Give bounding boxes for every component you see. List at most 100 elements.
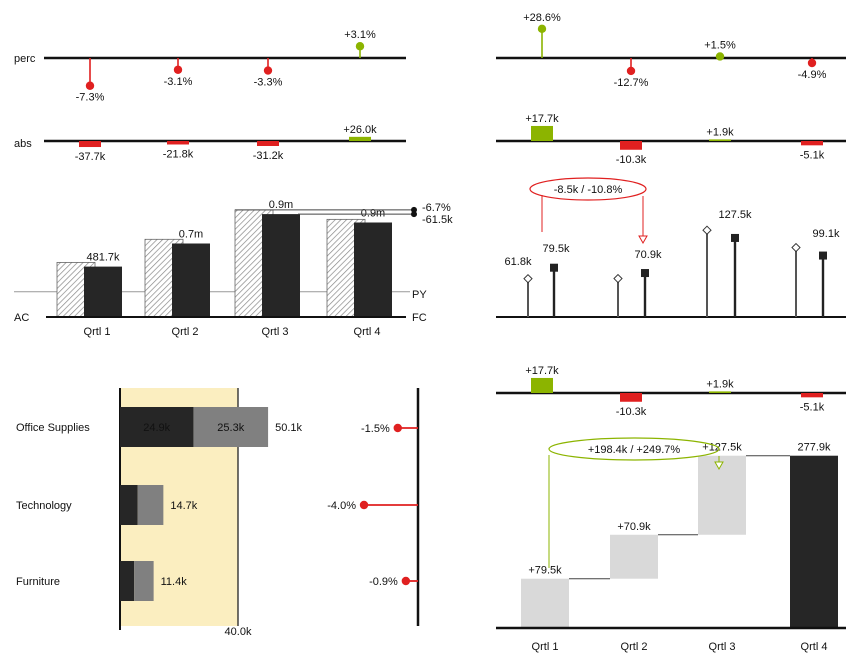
py-needle-head — [523, 273, 533, 284]
perc-pin-head — [263, 66, 273, 75]
category-total-label: 50.1k — [275, 422, 302, 434]
category-bar-part1 — [120, 485, 138, 525]
ac-bar-label: 481.7k — [86, 252, 120, 264]
abs-right-bar-label: +17.7k — [525, 113, 559, 125]
perc-right-pin-label: +1.5% — [704, 39, 736, 51]
abs-bar — [349, 136, 371, 141]
perc-row-label: perc — [14, 53, 36, 65]
abs-bar-label: +26.0k — [343, 124, 377, 136]
x-tick-label: Qrtl 2 — [172, 326, 199, 338]
category-label: Technology — [16, 500, 72, 512]
waterfall-tick-label: Qrtl 2 — [621, 641, 648, 653]
abs-bar — [257, 141, 279, 146]
waterfall-tick-label: Qrtl 4 — [801, 641, 828, 653]
category-variance-head — [359, 500, 369, 510]
category-variance-label: -1.5% — [361, 423, 390, 435]
ac-bar-label: 0.9m — [269, 199, 293, 211]
ac-needle-head — [819, 251, 827, 260]
abs-right-bar-label: -5.1k — [800, 401, 825, 413]
abs-right-bar-label: +1.9k — [706, 378, 734, 390]
waterfall-label: +70.9k — [617, 521, 651, 533]
waterfall-tick-label: Qrtl 1 — [532, 641, 559, 653]
abs-right-bar-label: +1.9k — [706, 126, 734, 138]
perc-pin-label: -3.1% — [164, 76, 193, 88]
abs-bar — [79, 141, 101, 148]
cover-label: 40.0k — [225, 626, 252, 638]
category-label: Furniture — [16, 576, 60, 588]
x-tick-label: Qrtl 3 — [262, 326, 289, 338]
category-variance-head — [401, 576, 411, 586]
needle-label: 79.5k — [543, 243, 570, 255]
ac-label: AC — [14, 312, 29, 324]
py-needle-head — [702, 225, 712, 235]
category-part2-label: 25.3k — [217, 422, 244, 434]
waterfall-bar — [698, 455, 746, 535]
category-label: Office Supplies — [16, 422, 90, 434]
abs-right-bar-label: -5.1k — [800, 149, 825, 161]
waterfall-label: +79.5k — [528, 565, 562, 577]
abs-right-bar — [709, 139, 731, 141]
abs-bar-label: -37.7k — [75, 151, 106, 163]
waterfall-tick-label: Qrtl 3 — [709, 641, 736, 653]
needle-label: 127.5k — [718, 209, 752, 221]
perc-pin-label: -7.3% — [76, 92, 105, 104]
py-label: PY — [412, 289, 427, 301]
needle-label: 61.8k — [505, 256, 532, 268]
waterfall-total-label: 277.9k — [797, 442, 831, 454]
ac-needle-head — [550, 263, 558, 272]
abs-right-bar-label: -10.3k — [616, 406, 647, 418]
variance-abs-annotation: -61.5k — [422, 214, 453, 226]
fc-label: FC — [412, 312, 427, 324]
needle-label: 70.9k — [635, 249, 662, 261]
variance-dot — [411, 206, 417, 213]
abs-bar — [167, 141, 189, 145]
variance-perc-annotation: -6.7% — [422, 202, 451, 214]
abs-bar-label: -31.2k — [253, 150, 284, 162]
bracket-arrow — [638, 235, 648, 245]
x-tick-label: Qrtl 4 — [354, 326, 381, 338]
ac-needle-head — [641, 269, 649, 278]
abs-right-bar — [531, 377, 553, 393]
ac-bar — [262, 214, 300, 317]
abs-right-bar — [801, 141, 823, 146]
perc-pin-label: -3.3% — [254, 77, 283, 89]
perc-right-pin-head — [807, 58, 817, 68]
ac-needle-head — [731, 233, 739, 242]
perc-pin-head — [85, 81, 95, 90]
x-tick-label: Qrtl 1 — [84, 326, 111, 338]
ac-bar — [84, 266, 122, 317]
perc-pin-head — [355, 42, 365, 51]
category-variance-label: -0.9% — [369, 576, 398, 588]
bracket-label: -8.5k / -10.8% — [554, 184, 623, 196]
abs-right-bar — [620, 141, 642, 150]
waterfall-bracket-arrow — [714, 461, 724, 471]
variance-dot — [411, 211, 417, 218]
abs-right-bar — [620, 393, 642, 402]
perc-pin-head — [173, 65, 183, 74]
abs-right-bar-label: +17.7k — [525, 365, 559, 377]
abs-bar-label: -21.8k — [163, 148, 194, 160]
category-total-label: 11.4k — [161, 576, 188, 588]
bracket-ellipse — [529, 177, 647, 201]
category-total-label: 14.7k — [170, 500, 197, 512]
ac-bar-label: 0.9m — [361, 208, 385, 220]
abs-right-bar — [709, 391, 731, 393]
abs-right-bar — [801, 393, 823, 398]
category-bar-part2 — [193, 407, 269, 447]
ac-bar — [354, 222, 392, 317]
needle-label: 99.1k — [813, 228, 840, 240]
perc-right-pin-head — [537, 24, 547, 34]
waterfall-bracket-ellipse — [548, 437, 720, 461]
category-bar-part1 — [120, 407, 194, 447]
py-needle-head — [791, 242, 801, 253]
category-bar-part2 — [134, 561, 154, 601]
waterfall-bar — [521, 578, 569, 628]
waterfall-bracket-label: +198.4k / +249.7% — [588, 444, 681, 456]
abs-right-bar-label: -10.3k — [616, 154, 647, 166]
perc-right-pin-label: -12.7% — [614, 77, 649, 89]
abs-right-bar — [531, 125, 553, 141]
perc-right-pin-head — [626, 66, 636, 76]
ac-bar — [172, 243, 210, 317]
